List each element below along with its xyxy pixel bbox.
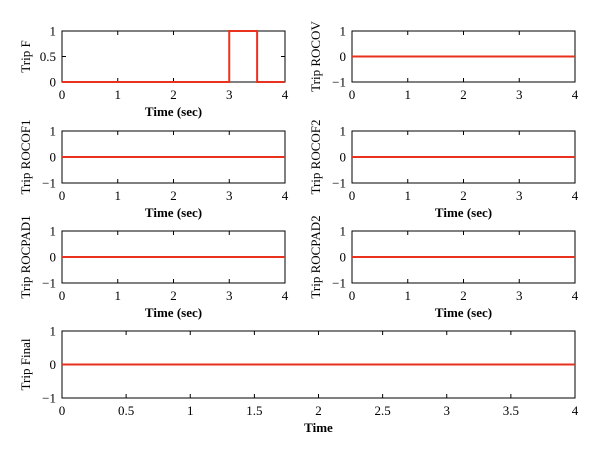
x-tick-label: 2 xyxy=(460,288,467,303)
y-tick-label: 0 xyxy=(340,250,347,265)
y-axis-label: Trip ROCOV xyxy=(308,21,323,92)
x-tick-label: 3 xyxy=(226,87,233,102)
y-tick-label: 0.5 xyxy=(40,49,56,64)
x-tick-label: 2 xyxy=(460,188,467,203)
x-axis-label: Time (sec) xyxy=(145,305,202,320)
y-tick-label: 0 xyxy=(50,150,57,165)
x-tick-label: 4 xyxy=(282,87,289,102)
x-tick-label: 2 xyxy=(170,87,177,102)
y-axis-label: Trip ROCPAD2 xyxy=(308,215,323,298)
x-axis-label: Time (sec) xyxy=(145,205,202,220)
x-tick-label: 4 xyxy=(572,288,579,303)
y-tick-label: 0 xyxy=(340,49,347,64)
x-axis-label: Time (sec) xyxy=(145,104,202,119)
x-tick-label: 2 xyxy=(315,403,322,418)
x-tick-label: 1.5 xyxy=(246,403,262,418)
y-tick-label: 1 xyxy=(340,224,347,239)
x-tick-label: 3 xyxy=(444,403,451,418)
y-tick-label: 0 xyxy=(50,357,57,372)
y-tick-label: 0 xyxy=(340,150,347,165)
x-axis-label: Time xyxy=(304,420,333,435)
subplot-1: 0 1 2 3 4 0 0.5 1 Trip F Time (sec) xyxy=(18,24,289,120)
x-tick-label: 4 xyxy=(572,87,579,102)
y-axis-label: Trip ROCPAD1 xyxy=(18,215,33,298)
x-tick-label: 0 xyxy=(59,188,66,203)
x-tick-label: 3 xyxy=(516,188,523,203)
x-tick-label: 4 xyxy=(572,188,579,203)
x-tick-label: 0 xyxy=(59,288,66,303)
x-tick-label: 1 xyxy=(115,188,122,203)
series-line xyxy=(62,30,285,83)
x-tick-label: 3 xyxy=(226,188,233,203)
y-axis-label: Trip ROCOF1 xyxy=(18,119,33,194)
y-tick-label: 1 xyxy=(50,124,57,139)
y-tick-label: −1 xyxy=(42,176,56,191)
y-tick-label: −1 xyxy=(332,176,346,191)
y-axis-label: Trip Final xyxy=(18,338,33,390)
x-tick-label: 1 xyxy=(115,288,122,303)
x-tick-label: 0 xyxy=(59,403,66,418)
x-tick-label: 0 xyxy=(59,87,66,102)
x-axis-label: Time (sec) xyxy=(435,305,492,320)
x-tick-label: 0 xyxy=(349,288,356,303)
x-tick-label: 0 xyxy=(349,87,356,102)
axes-box xyxy=(61,30,286,83)
y-tick-label: 1 xyxy=(340,124,347,139)
y-tick-label: −1 xyxy=(42,276,56,291)
y-tick-label: −1 xyxy=(332,276,346,291)
y-tick-label: −1 xyxy=(332,75,346,90)
x-tick-label: 2 xyxy=(170,188,177,203)
x-tick-label: 4 xyxy=(572,403,579,418)
y-axis-label: Trip F xyxy=(18,40,33,72)
x-tick-label: 1 xyxy=(405,288,412,303)
y-tick-label: −1 xyxy=(42,391,56,406)
y-tick-label: 0 xyxy=(50,75,57,90)
y-axis-label: Trip ROCOF2 xyxy=(308,119,323,194)
x-tick-label: 0.5 xyxy=(118,403,134,418)
x-tick-label: 2.5 xyxy=(375,403,391,418)
x-tick-label: 3 xyxy=(226,288,233,303)
x-tick-label: 4 xyxy=(282,188,289,203)
x-axis-label: Time (sec) xyxy=(435,205,492,220)
x-tick-label: 2 xyxy=(170,288,177,303)
x-tick-label: 4 xyxy=(282,288,289,303)
y-tick-label: 1 xyxy=(340,24,347,39)
x-tick-label: 2 xyxy=(460,87,467,102)
y-tick-label: 0 xyxy=(50,250,57,265)
x-tick-label: 1 xyxy=(405,87,412,102)
x-tick-label: 1 xyxy=(187,403,194,418)
y-tick-label: 1 xyxy=(50,224,57,239)
y-tick-label: 1 xyxy=(50,324,57,339)
x-tick-label: 1 xyxy=(115,87,122,102)
x-tick-label: 3.5 xyxy=(503,403,519,418)
y-tick-label: 1 xyxy=(50,24,57,39)
x-tick-label: 0 xyxy=(349,188,356,203)
x-tick-label: 3 xyxy=(516,87,523,102)
x-tick-label: 1 xyxy=(405,188,412,203)
x-tick-label: 3 xyxy=(516,288,523,303)
